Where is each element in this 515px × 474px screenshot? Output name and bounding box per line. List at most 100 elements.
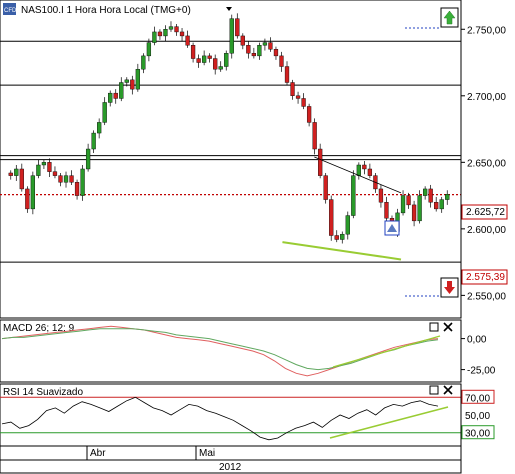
candle-body bbox=[246, 45, 251, 54]
candle-body bbox=[273, 49, 279, 57]
candle-body bbox=[69, 175, 74, 183]
price-tick-label: 2.550,00 bbox=[467, 291, 506, 302]
candle-body bbox=[58, 175, 63, 183]
down-arrow-shape bbox=[444, 281, 455, 294]
candle-body bbox=[384, 202, 389, 219]
candle-body bbox=[329, 199, 334, 236]
candle-body bbox=[80, 168, 85, 196]
candle-body bbox=[290, 82, 295, 96]
candle-body bbox=[146, 42, 152, 57]
rsi-title[interactable]: RSI 14 Suavizado bbox=[3, 387, 83, 398]
candle-body bbox=[295, 95, 301, 99]
resistance-trend-line[interactable] bbox=[314, 156, 402, 194]
candle-body bbox=[312, 122, 317, 150]
candle-body bbox=[318, 148, 323, 176]
candle-body bbox=[411, 204, 417, 222]
candle-body bbox=[202, 55, 207, 63]
time-label-mai: Mai bbox=[199, 448, 215, 459]
instrument-title[interactable]: NAS100.I 1 Hora Hora Local (TMG+0) bbox=[21, 5, 191, 16]
candle-body bbox=[218, 66, 223, 70]
last-price-label: 2.625,72 bbox=[466, 207, 505, 218]
time-axis-frame bbox=[0, 445, 462, 461]
candle-body bbox=[306, 106, 312, 123]
candle-body bbox=[124, 79, 129, 83]
trend-lines bbox=[282, 156, 402, 261]
candle-body bbox=[367, 168, 373, 176]
candle-body bbox=[224, 53, 229, 67]
candle-body bbox=[340, 233, 345, 240]
macd-panel: MACD 26; 12; 9 bbox=[0, 319, 462, 383]
last-price-tag-box bbox=[461, 204, 508, 220]
candle-body bbox=[135, 68, 140, 90]
maximize-icon[interactable] bbox=[429, 385, 439, 395]
year-label: 2012 bbox=[219, 462, 242, 473]
candle-body bbox=[279, 55, 284, 67]
candle-body bbox=[356, 164, 361, 176]
candle-body bbox=[25, 188, 30, 210]
candle-body bbox=[417, 195, 422, 222]
candle-body bbox=[334, 235, 339, 240]
macd-axis: 0,00 -25,00 bbox=[460, 320, 496, 382]
candle-body bbox=[163, 29, 168, 37]
candle-body bbox=[235, 18, 240, 37]
year-axis-frame bbox=[0, 459, 462, 474]
macd-title[interactable]: MACD 26; 12; 9 bbox=[3, 323, 75, 334]
last-price-tag: 2.625,72 bbox=[461, 204, 508, 220]
candle-body bbox=[439, 199, 444, 210]
up-arrow-shape bbox=[443, 10, 456, 25]
macd-trend-line bbox=[332, 335, 441, 368]
candle-body bbox=[257, 45, 262, 57]
price-tick-label: 2.650,00 bbox=[467, 158, 506, 169]
rsi-tick-label: 70,00 bbox=[465, 393, 490, 404]
maximize-icon[interactable] bbox=[429, 322, 439, 332]
rsi-level-tag bbox=[461, 389, 495, 404]
cfd-logo bbox=[3, 3, 16, 15]
candle-body bbox=[8, 172, 13, 176]
candle-body bbox=[52, 171, 58, 176]
close-icon[interactable] bbox=[443, 385, 453, 395]
candle-body bbox=[30, 175, 35, 210]
candle-body bbox=[19, 168, 24, 190]
candle-body bbox=[423, 188, 428, 196]
close-icon[interactable] bbox=[443, 322, 453, 332]
macd-tick-label: -25,00 bbox=[467, 366, 496, 377]
price-tick-label: 2.750,00 bbox=[467, 25, 506, 36]
candle-body bbox=[152, 31, 157, 43]
candles bbox=[8, 13, 450, 244]
marker-price-label: 2.575,39 bbox=[466, 272, 505, 283]
candle-body bbox=[63, 175, 69, 183]
time-label-abr: Abr bbox=[90, 448, 106, 459]
candle-body bbox=[74, 182, 80, 196]
candle-body bbox=[323, 175, 328, 200]
candle-body bbox=[301, 98, 306, 107]
marker-price-tag-box bbox=[461, 269, 508, 285]
candle-body bbox=[14, 168, 19, 176]
candle-body bbox=[362, 164, 367, 170]
rsi-trend-line bbox=[329, 406, 449, 439]
candle-body bbox=[179, 31, 185, 37]
candle-body bbox=[47, 162, 52, 172]
support-trend-line[interactable] bbox=[282, 241, 402, 261]
candle-body bbox=[378, 188, 384, 203]
time-axis: Abr Mai 2012 bbox=[0, 445, 462, 474]
macd-tick-label: 0,00 bbox=[467, 335, 487, 346]
candle-body bbox=[185, 35, 190, 46]
candle-body bbox=[207, 55, 212, 59]
chevron-down-icon[interactable] bbox=[226, 7, 232, 11]
candle-body bbox=[229, 18, 234, 54]
marker-price-tag: 2.575,39 bbox=[461, 269, 508, 285]
candle-body bbox=[157, 31, 163, 37]
candle-body bbox=[36, 164, 41, 176]
candle-body bbox=[168, 26, 174, 30]
rsi-axis: 70,00 50,00 30,00 bbox=[460, 384, 495, 446]
candle-body bbox=[85, 148, 91, 170]
rsi-line bbox=[1, 396, 439, 441]
candle-body bbox=[434, 202, 439, 210]
candle-body bbox=[97, 122, 102, 134]
price-panel: CFD NAS100.I 1 Hora Hora Local (TMG+0) bbox=[0, 0, 462, 319]
candle-body bbox=[119, 82, 124, 99]
rsi-tick-label: 30,00 bbox=[465, 429, 490, 440]
candle-body bbox=[196, 58, 201, 63]
candle-body bbox=[41, 162, 47, 166]
